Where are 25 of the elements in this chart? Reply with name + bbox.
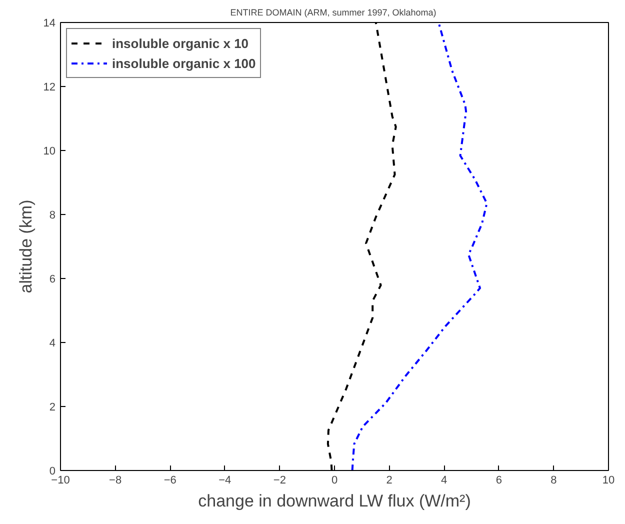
legend-label: insoluble organic x 100: [112, 56, 256, 70]
x-tick-label: −6: [164, 474, 176, 486]
x-tick-label: 2: [386, 474, 392, 486]
y-tick-label: 2: [49, 402, 56, 414]
x-tick-label: −10: [51, 474, 70, 486]
x-tick-label: 4: [441, 474, 448, 486]
x-tick-label: 0: [331, 474, 338, 486]
line-series: [351, 22, 488, 470]
legend-label: insoluble organic x 10: [112, 36, 249, 50]
y-tick-label: 4: [49, 338, 56, 350]
y-tick-label: 6: [49, 274, 56, 286]
x-tick-label: −4: [218, 474, 232, 486]
x-tick-label: −8: [109, 474, 122, 486]
x-axis-title: change in downward LW flux (W/m²): [198, 492, 471, 510]
chart-title: ENTIRE DOMAIN (ARM, summer 1997, Oklahoma): [230, 8, 436, 18]
x-tick-label: −2: [273, 474, 286, 486]
y-tick-label: 14: [43, 18, 56, 30]
y-tick-label: 12: [43, 82, 56, 94]
y-tick-label: 8: [49, 210, 56, 222]
y-tick-label: 10: [43, 146, 56, 158]
y-tick-label: 0: [49, 466, 56, 478]
x-tick-label: 6: [496, 474, 502, 486]
x-tick-label: 8: [550, 474, 557, 486]
y-axis-title: altitude (km): [16, 200, 36, 294]
x-tick-label: 10: [602, 474, 615, 486]
